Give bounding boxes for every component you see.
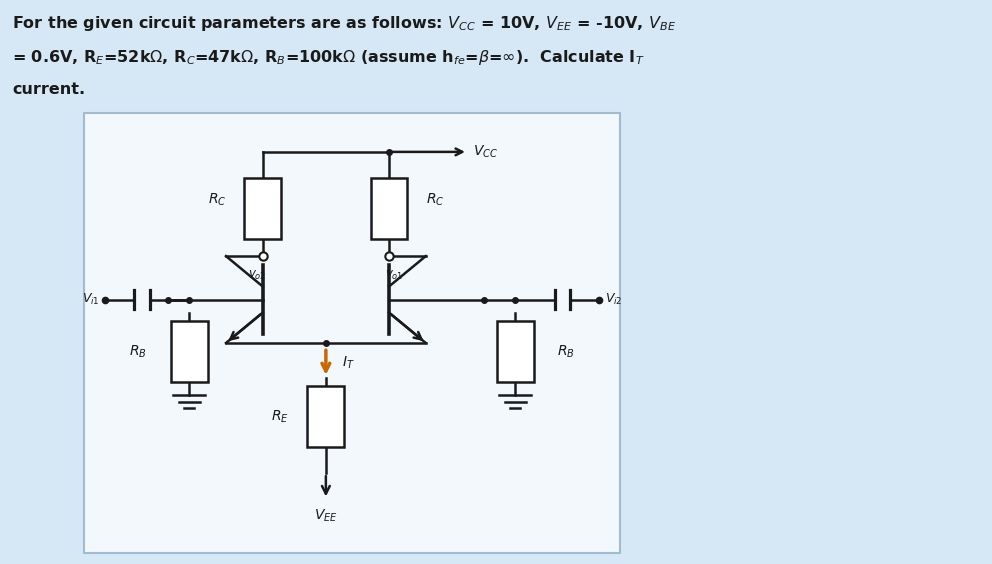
Text: For the given circuit parameters are as follows: $V_{CC}$ = 10V, $V_{EE}$ = -10V: For the given circuit parameters are as … bbox=[12, 14, 677, 33]
Text: $R_C$: $R_C$ bbox=[426, 191, 444, 208]
Text: $V_{EE}$: $V_{EE}$ bbox=[314, 508, 337, 525]
Text: $v_{o1}$: $v_{o1}$ bbox=[385, 269, 404, 282]
Text: $v_{o2}$: $v_{o2}$ bbox=[248, 269, 267, 282]
Bar bbox=[308, 386, 344, 447]
Bar bbox=[171, 321, 207, 382]
Text: $R_B$: $R_B$ bbox=[129, 343, 147, 360]
Text: = 0.6V, R$_E$=52k$\Omega$, R$_C$=47k$\Omega$, R$_B$=100k$\Omega$ (assume h$_{fe}: = 0.6V, R$_E$=52k$\Omega$, R$_C$=47k$\Om… bbox=[12, 48, 645, 67]
Text: $V_{i1}$: $V_{i1}$ bbox=[82, 292, 100, 307]
Text: $R_C$: $R_C$ bbox=[207, 191, 226, 208]
Text: $V_{i2}$: $V_{i2}$ bbox=[604, 292, 622, 307]
Text: current.: current. bbox=[12, 82, 85, 97]
Bar bbox=[244, 178, 281, 239]
Text: $I_T$: $I_T$ bbox=[341, 354, 354, 371]
Bar bbox=[497, 321, 534, 382]
Text: $R_E$: $R_E$ bbox=[271, 408, 289, 425]
Text: $V_{CC}$: $V_{CC}$ bbox=[473, 144, 498, 160]
Text: $R_B$: $R_B$ bbox=[558, 343, 575, 360]
Bar bbox=[371, 178, 408, 239]
